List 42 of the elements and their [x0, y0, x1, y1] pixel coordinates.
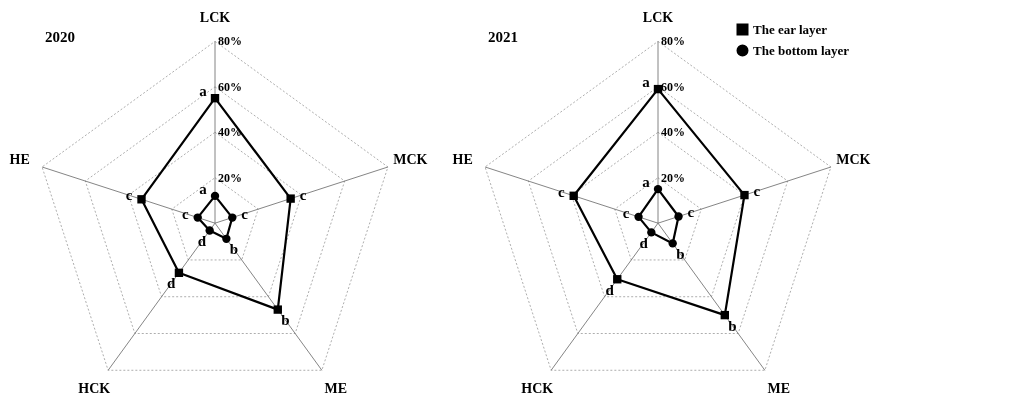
data-label: c: [299, 186, 307, 203]
data-label: d: [639, 234, 649, 251]
data-label: b: [229, 241, 239, 258]
data-label: c: [241, 205, 249, 222]
data-label: c: [182, 205, 190, 222]
spoke-label: HE: [452, 151, 473, 167]
data-label: c: [753, 183, 761, 200]
y-tick-label: 20%: [218, 170, 242, 185]
data-label: c: [687, 204, 695, 221]
spoke-label: MCK: [393, 151, 428, 167]
data-label: b: [676, 245, 685, 262]
spoke-label: ME: [324, 381, 348, 397]
legend-label: The ear layer: [753, 21, 828, 37]
data-label: d: [167, 275, 177, 292]
y-tick-label: 40%: [218, 125, 242, 140]
y-tick-label: 40%: [661, 125, 685, 140]
data-label: b: [728, 317, 737, 334]
spoke-label: HCK: [521, 381, 554, 397]
spoke-label: ME: [767, 381, 791, 397]
spoke-label: LCK: [199, 9, 231, 25]
y-tick-label: 80%: [661, 34, 685, 49]
y-tick-label: 60%: [218, 79, 242, 94]
spoke-label: LCK: [642, 9, 674, 25]
data-label: c: [125, 187, 133, 204]
data-label: a: [199, 180, 208, 197]
spoke-label: MCK: [836, 151, 871, 167]
text: 2021: [488, 29, 518, 45]
data-label: a: [642, 74, 651, 91]
spoke-label: HCK: [78, 381, 111, 397]
data-label: a: [199, 83, 208, 100]
y-tick-label: 80%: [218, 34, 242, 49]
data-label: d: [605, 281, 615, 298]
data-label: c: [558, 183, 565, 200]
data-label: d: [197, 233, 207, 250]
data-label: b: [281, 312, 290, 329]
y-tick-label: 20%: [661, 170, 685, 185]
y-tick-label: 60%: [661, 79, 685, 94]
legend-label: The bottom layer: [753, 42, 850, 58]
spoke-label: HE: [9, 151, 30, 167]
data-label: a: [642, 174, 651, 191]
data-label: c: [622, 204, 630, 221]
text: 2020: [45, 29, 75, 45]
